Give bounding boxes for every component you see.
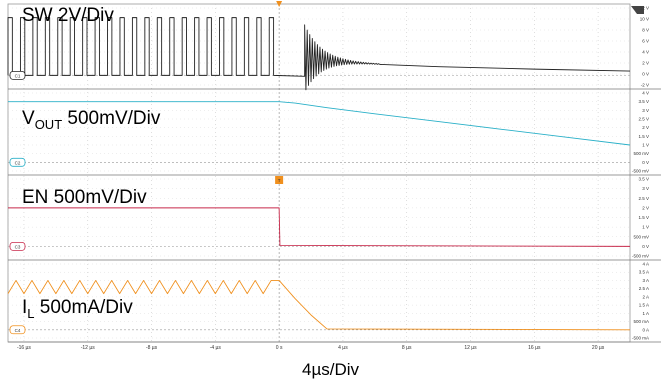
x-tick-label: 4 µs (338, 345, 348, 351)
y-tick-label: 500 mV (633, 234, 649, 239)
y-tick-label: 3 V (642, 186, 649, 191)
plot-frame (7, 3, 631, 343)
channel-badge: C4 (9, 325, 26, 335)
y-tick-label: 2 V (642, 61, 649, 66)
y-tick-label: 0 V (642, 72, 649, 77)
y-tick-label: 2.5 V (638, 117, 649, 122)
tick-labels: -16 µs -12 µs -8 µs -4 µs 0 s 4 µs 8 µs 12 µs 16… (17, 6, 649, 352)
y-tick-label: 2 V (642, 125, 649, 130)
channel-title-c2: VOUT 500mV/Div (22, 108, 161, 132)
y-tick-label: 2.5 V (638, 196, 649, 201)
x-tick-label: 0 s (276, 345, 283, 351)
channel-badge-frame (9, 241, 26, 251)
trace-c1 (7, 17, 631, 91)
trigger-badge-text: T (278, 178, 281, 183)
channel-title-subscript: L (27, 306, 34, 321)
y-tick-label: 1.5 V (638, 215, 649, 220)
channel-badge-frame (9, 70, 26, 80)
x-tick-label: 12 µs (464, 345, 477, 351)
y-tick-label: 1 V (642, 225, 649, 230)
channel-title-main: EN 500mV/Div (22, 187, 147, 208)
trace-c2 (8, 101, 631, 146)
y-tick-label: 4 V (642, 91, 649, 96)
trace-c3 (8, 207, 631, 247)
trigger-badge-frame (275, 176, 284, 184)
y-tick-label: 1 A (642, 311, 649, 316)
y-tick-label: 0 V (642, 160, 649, 165)
y-tick-label: -2 V (641, 83, 649, 88)
y-tick-label: 3 A (642, 278, 649, 283)
oscilloscope-screen: C1 SW 2V/Div C2 VOUT 500mV/Div C3 EN 500mV/Di… (7, 1, 661, 352)
x-tick-label: 20 µs (592, 345, 605, 351)
y-tick-label: 4 V (642, 50, 649, 55)
y-tick-label: 1.5 A (639, 303, 649, 308)
grid (7, 1, 661, 343)
x-tick-label: -8 µs (146, 345, 158, 351)
x-tick-label: 16 µs (528, 345, 541, 351)
channel-badge-text: C2 (15, 160, 21, 165)
trigger-badge: T (275, 176, 284, 184)
y-tick-label: 1 V (642, 143, 649, 148)
channel-title-subscript: OUT (35, 117, 63, 132)
channel-title-tail: 500mV/Div (62, 108, 161, 129)
y-tick-label: 3.5 A (639, 270, 649, 275)
channel-badge-text: C4 (15, 328, 21, 333)
y-tick-label: 10 V (640, 17, 649, 22)
y-tick-label: 3.5 V (638, 177, 649, 182)
y-tick-label: 4 A (642, 262, 649, 267)
channel-title-tail: 500mA/Div (35, 297, 134, 318)
channel-badge-text: C3 (15, 244, 21, 249)
y-tick-label: 2 A (642, 294, 649, 299)
x-tick-label: -16 µs (17, 345, 31, 351)
y-tick-label: 2.5 A (639, 286, 649, 291)
trace-c4 (7, 279, 631, 331)
y-tick-label: 1.5 V (638, 134, 649, 139)
x-tick-label: -12 µs (81, 345, 95, 351)
channel-badge: C2 (9, 157, 26, 167)
y-tick-label: 12 V (640, 6, 649, 11)
y-tick-label: 0 A (642, 327, 649, 332)
y-tick-label: 500 mV (633, 151, 649, 156)
traces (7, 17, 631, 331)
channel-title-c3: EN 500mV/Div (22, 187, 147, 208)
channel-badge-frame (9, 157, 26, 167)
trigger-arrow-icon (276, 1, 283, 7)
x-tick-label: 8 µs (402, 345, 412, 351)
y-tick-label: -500 mV (632, 254, 649, 259)
channel-badge-frame (9, 325, 26, 335)
channel-title-main: SW 2V/Div (22, 5, 114, 26)
channel-title-main: V (22, 108, 35, 129)
y-tick-label: 0 V (642, 244, 649, 249)
channel-badge: C3 (9, 241, 26, 251)
y-tick-label: -500 mV (632, 169, 649, 174)
y-tick-label: 500 mA (633, 319, 649, 324)
channel-title-c4: IL 500mA/Div (22, 297, 133, 321)
channel-title-c1: SW 2V/Div (22, 5, 114, 26)
y-tick-label: -500 mA (632, 336, 649, 341)
acquisition-icon (631, 6, 644, 14)
y-tick-label: 2 V (642, 205, 649, 210)
channel-title-main: I (22, 297, 27, 318)
y-tick-label: 8 V (642, 28, 649, 33)
x-tick-label: -4 µs (210, 345, 222, 351)
timebase-label: 4µs/Div (301, 360, 360, 379)
y-tick-label: 3 V (642, 108, 649, 113)
y-tick-label: 3.5 V (638, 99, 649, 104)
channel-badge: C1 (9, 70, 26, 80)
y-tick-label: 6 V (642, 39, 649, 44)
channel-labels: C1 SW 2V/Div C2 VOUT 500mV/Div C3 EN 500mV/Di… (9, 5, 644, 335)
channel-badge-text: C1 (15, 73, 21, 78)
